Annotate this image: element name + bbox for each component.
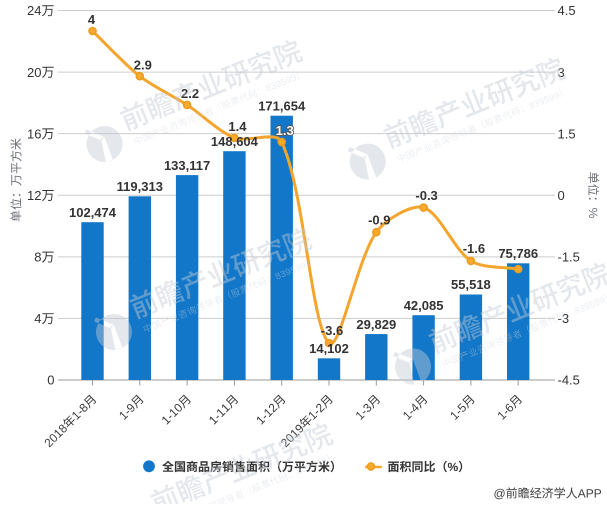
svg-text:-1.5: -1.5	[558, 250, 580, 265]
svg-text:24: 24	[27, 3, 41, 18]
svg-text:4: 4	[88, 12, 96, 27]
svg-text:12: 12	[27, 188, 41, 203]
svg-text:75,786: 75,786	[498, 246, 538, 261]
svg-text:-0.9: -0.9	[368, 212, 390, 227]
svg-text:20: 20	[27, 65, 41, 80]
svg-text:-4.5: -4.5	[558, 373, 580, 388]
svg-text:8: 8	[34, 250, 41, 265]
svg-text:-3.6: -3.6	[321, 323, 343, 338]
svg-text:102,474: 102,474	[69, 205, 117, 220]
svg-text:0: 0	[47, 373, 54, 388]
svg-text:-3: -3	[558, 311, 570, 326]
svg-text:171,654: 171,654	[258, 98, 306, 113]
svg-text:3: 3	[558, 65, 565, 80]
svg-text:55,518: 55,518	[451, 277, 491, 292]
svg-text:4.5: 4.5	[558, 3, 576, 18]
svg-text:1.3: 1.3	[276, 123, 294, 138]
svg-text:14,102: 14,102	[309, 341, 349, 356]
svg-text:2.9: 2.9	[134, 57, 152, 72]
svg-text:0: 0	[558, 188, 565, 203]
svg-text:119,313: 119,313	[117, 179, 163, 194]
svg-text:148,604: 148,604	[211, 134, 259, 149]
svg-text:-1.6: -1.6	[463, 241, 485, 256]
svg-text:16: 16	[27, 126, 41, 141]
svg-text:1.4: 1.4	[228, 119, 247, 134]
svg-text:4: 4	[34, 311, 41, 326]
svg-text:-0.3: -0.3	[415, 188, 437, 203]
svg-text:1.5: 1.5	[558, 126, 576, 141]
svg-text:42,085: 42,085	[404, 298, 444, 313]
svg-text:133,117: 133,117	[164, 158, 210, 173]
svg-text:29,829: 29,829	[356, 317, 396, 332]
